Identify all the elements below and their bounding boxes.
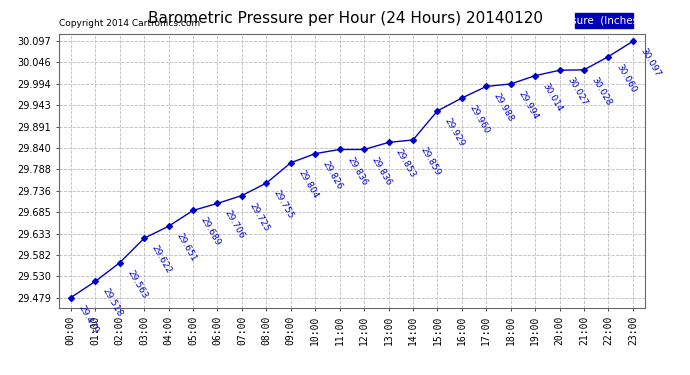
Text: Barometric Pressure per Hour (24 Hours) 20140120: Barometric Pressure per Hour (24 Hours) … — [148, 11, 542, 26]
Text: 29.859: 29.859 — [419, 146, 442, 177]
Text: 30.097: 30.097 — [638, 47, 662, 79]
Text: 29.836: 29.836 — [345, 155, 368, 187]
Text: 29.929: 29.929 — [443, 117, 466, 148]
Text: 29.622: 29.622 — [150, 244, 173, 275]
Text: 29.755: 29.755 — [272, 189, 295, 220]
Text: 30.028: 30.028 — [590, 75, 613, 107]
Text: 29.804: 29.804 — [297, 168, 320, 200]
FancyBboxPatch shape — [575, 13, 633, 28]
Text: 29.853: 29.853 — [394, 148, 417, 180]
Text: 29.994: 29.994 — [516, 90, 540, 121]
Text: 30.014: 30.014 — [541, 81, 564, 113]
Text: 29.988: 29.988 — [492, 92, 515, 124]
Text: 30.060: 30.060 — [614, 62, 638, 94]
Text: 29.706: 29.706 — [223, 209, 246, 241]
Text: 29.689: 29.689 — [199, 216, 222, 248]
Text: 29.826: 29.826 — [321, 159, 344, 191]
Text: Copyright 2014 Cartronics.com: Copyright 2014 Cartronics.com — [59, 19, 200, 28]
Text: 29.725: 29.725 — [248, 201, 271, 233]
Text: 29.563: 29.563 — [126, 268, 149, 300]
Text: 29.651: 29.651 — [174, 232, 198, 264]
Text: 30.027: 30.027 — [565, 76, 589, 108]
Text: 29.518: 29.518 — [101, 287, 124, 319]
Text: Pressure  (Inches/Hg): Pressure (Inches/Hg) — [549, 16, 660, 26]
Text: 29.479: 29.479 — [77, 303, 100, 335]
Text: 29.960: 29.960 — [467, 104, 491, 135]
Text: 29.836: 29.836 — [370, 155, 393, 187]
